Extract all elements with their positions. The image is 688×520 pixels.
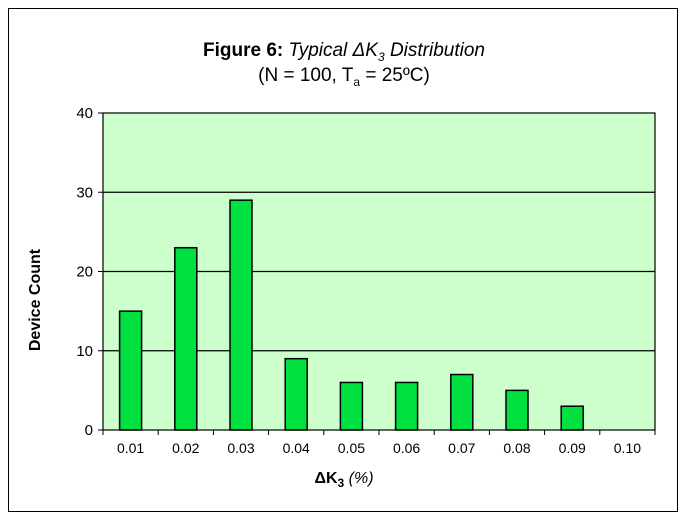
x-tick-label: 0.09 <box>559 440 586 456</box>
x-axis-label-subscript: 3 <box>337 476 345 491</box>
bar <box>450 373 474 431</box>
chart-title: Figure 6: Typical ΔK3 Distribution <box>0 40 688 64</box>
title-prefix: Figure 6: <box>202 40 284 61</box>
bar <box>560 405 584 431</box>
bar <box>394 381 419 431</box>
title-suffix: Distribution <box>384 40 485 61</box>
x-tick-label: 0.03 <box>227 440 254 456</box>
bar <box>339 381 364 431</box>
y-tick-label: 0 <box>85 422 93 439</box>
title-subscript: 3 <box>377 49 385 64</box>
x-axis-label: ΔK3 (%) <box>0 470 688 490</box>
chart-subtitle: (N = 100, Ta = 25ºC) <box>0 65 688 89</box>
title-text: Typical ΔK <box>288 40 378 61</box>
subtitle-main: (N = 100, T <box>258 65 354 86</box>
y-tick-label: 10 <box>76 343 93 360</box>
x-tick-label: 0.04 <box>283 440 310 456</box>
x-axis-label-main: ΔK <box>314 470 338 487</box>
x-tick-label: 0.07 <box>448 440 475 456</box>
bar <box>284 357 308 431</box>
bar <box>174 246 198 431</box>
x-tick-label: 0.01 <box>117 440 144 456</box>
y-tick-label: 40 <box>76 105 93 122</box>
x-tick-label: 0.10 <box>614 440 641 456</box>
x-tick-label: 0.08 <box>503 440 530 456</box>
bar <box>229 199 253 431</box>
x-tick-label: 0.06 <box>393 440 420 456</box>
y-axis-label: Device Count <box>27 248 44 352</box>
subtitle-subscript: a <box>353 74 361 89</box>
subtitle-end: = 25ºC) <box>360 65 430 86</box>
bar <box>118 310 143 431</box>
x-tick-label: 0.05 <box>338 440 365 456</box>
bar <box>505 389 529 431</box>
y-tick-label: 30 <box>76 184 93 201</box>
x-axis-label-unit: (%) <box>348 470 374 487</box>
x-tick-label: 0.02 <box>172 440 199 456</box>
y-tick-label: 20 <box>76 264 93 281</box>
